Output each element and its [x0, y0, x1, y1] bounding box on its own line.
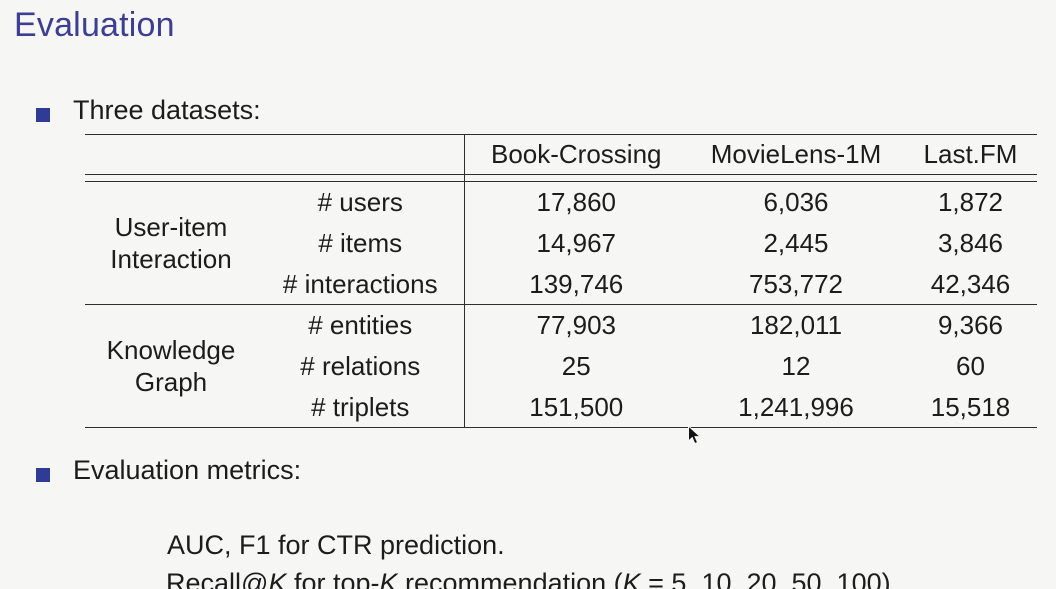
column-header-movielens-1m: MovieLens-1M	[688, 134, 904, 175]
group-label-user-item-interaction: User-item Interaction	[85, 181, 257, 305]
cell-triplets-movielens: 1,241,996	[688, 386, 904, 428]
cell-relations-book-crossing: 25	[561, 350, 591, 381]
row-label-items: # items	[257, 222, 465, 264]
column-header-book-crossing: Book-Crossing	[464, 134, 688, 175]
bullet-square-icon	[36, 468, 50, 482]
cell-users-lastfm: 1,872	[937, 187, 1004, 217]
datasets-bullet-label: Three datasets:	[73, 95, 261, 125]
row-label-users: # users	[257, 181, 465, 223]
bullet-square-icon	[36, 108, 50, 122]
column-header-last-fm: Last.FM	[904, 134, 1037, 175]
table-row-triplets: # triplets 151,500 1,241,996 15,518	[85, 386, 1037, 428]
cell-relations-movielens: 12	[781, 350, 811, 381]
cell-relations-lastfm: 60	[956, 350, 985, 381]
cell-entities-movielens: 182,011	[749, 310, 843, 340]
mouse-cursor-icon	[688, 425, 702, 445]
table-row-users: User-item Interaction # users 17,860 6,0…	[85, 181, 1037, 305]
cell-items-lastfm: 3,846	[937, 227, 1004, 258]
cell-interactions-book-crossing: 139,746	[464, 263, 688, 305]
metrics-bullet-label: Evaluation metrics:	[73, 455, 302, 485]
table-row-interactions: # interactions 139,746 753,772 42,346	[85, 263, 1037, 305]
row-label-triplets: # triplets	[257, 386, 465, 428]
table-row-items: # items 14,967 2,445 3,846	[85, 222, 1037, 264]
table-header-row: Book-Crossing MovieLens-1M Last.FM	[85, 134, 1037, 175]
cell-entities-book-crossing: 77,903	[536, 310, 617, 340]
cell-items-movielens: 2,445	[763, 227, 829, 258]
cell-triplets-lastfm: 15,518	[904, 386, 1037, 428]
cell-interactions-lastfm: 42,346	[904, 263, 1037, 305]
datasets-table: Book-Crossing MovieLens-1M Last.FM User-…	[85, 134, 1037, 428]
cell-users-movielens: 6,036	[763, 187, 829, 217]
cell-users-book-crossing: 17,860	[536, 187, 617, 217]
metric-line-ctr: AUC, F1 for CTR prediction.	[167, 530, 505, 560]
header-stub-cell	[85, 134, 465, 175]
cell-triplets-book-crossing: 151,500	[464, 386, 688, 428]
row-label-relations: # relations	[257, 345, 465, 387]
cell-items-book-crossing: 14,967	[536, 227, 617, 258]
cell-interactions-movielens: 753,772	[688, 263, 904, 305]
metric-line-recall: Recall@K for top-K recommendation (K = 5…	[166, 568, 899, 589]
slide-title: Evaluation	[14, 6, 175, 44]
table-row-entities: Knowledge Graph # entities 77,903 182,01…	[85, 304, 1037, 428]
group-label-knowledge-graph: Knowledge Graph	[85, 304, 257, 428]
double-rule-spacer	[85, 174, 1037, 182]
row-label-entities: # entities	[257, 304, 465, 346]
row-label-interactions: # interactions	[257, 263, 465, 305]
cell-entities-lastfm: 9,366	[937, 310, 1004, 340]
table-row-relations: # relations 25 12 60	[85, 345, 1037, 387]
